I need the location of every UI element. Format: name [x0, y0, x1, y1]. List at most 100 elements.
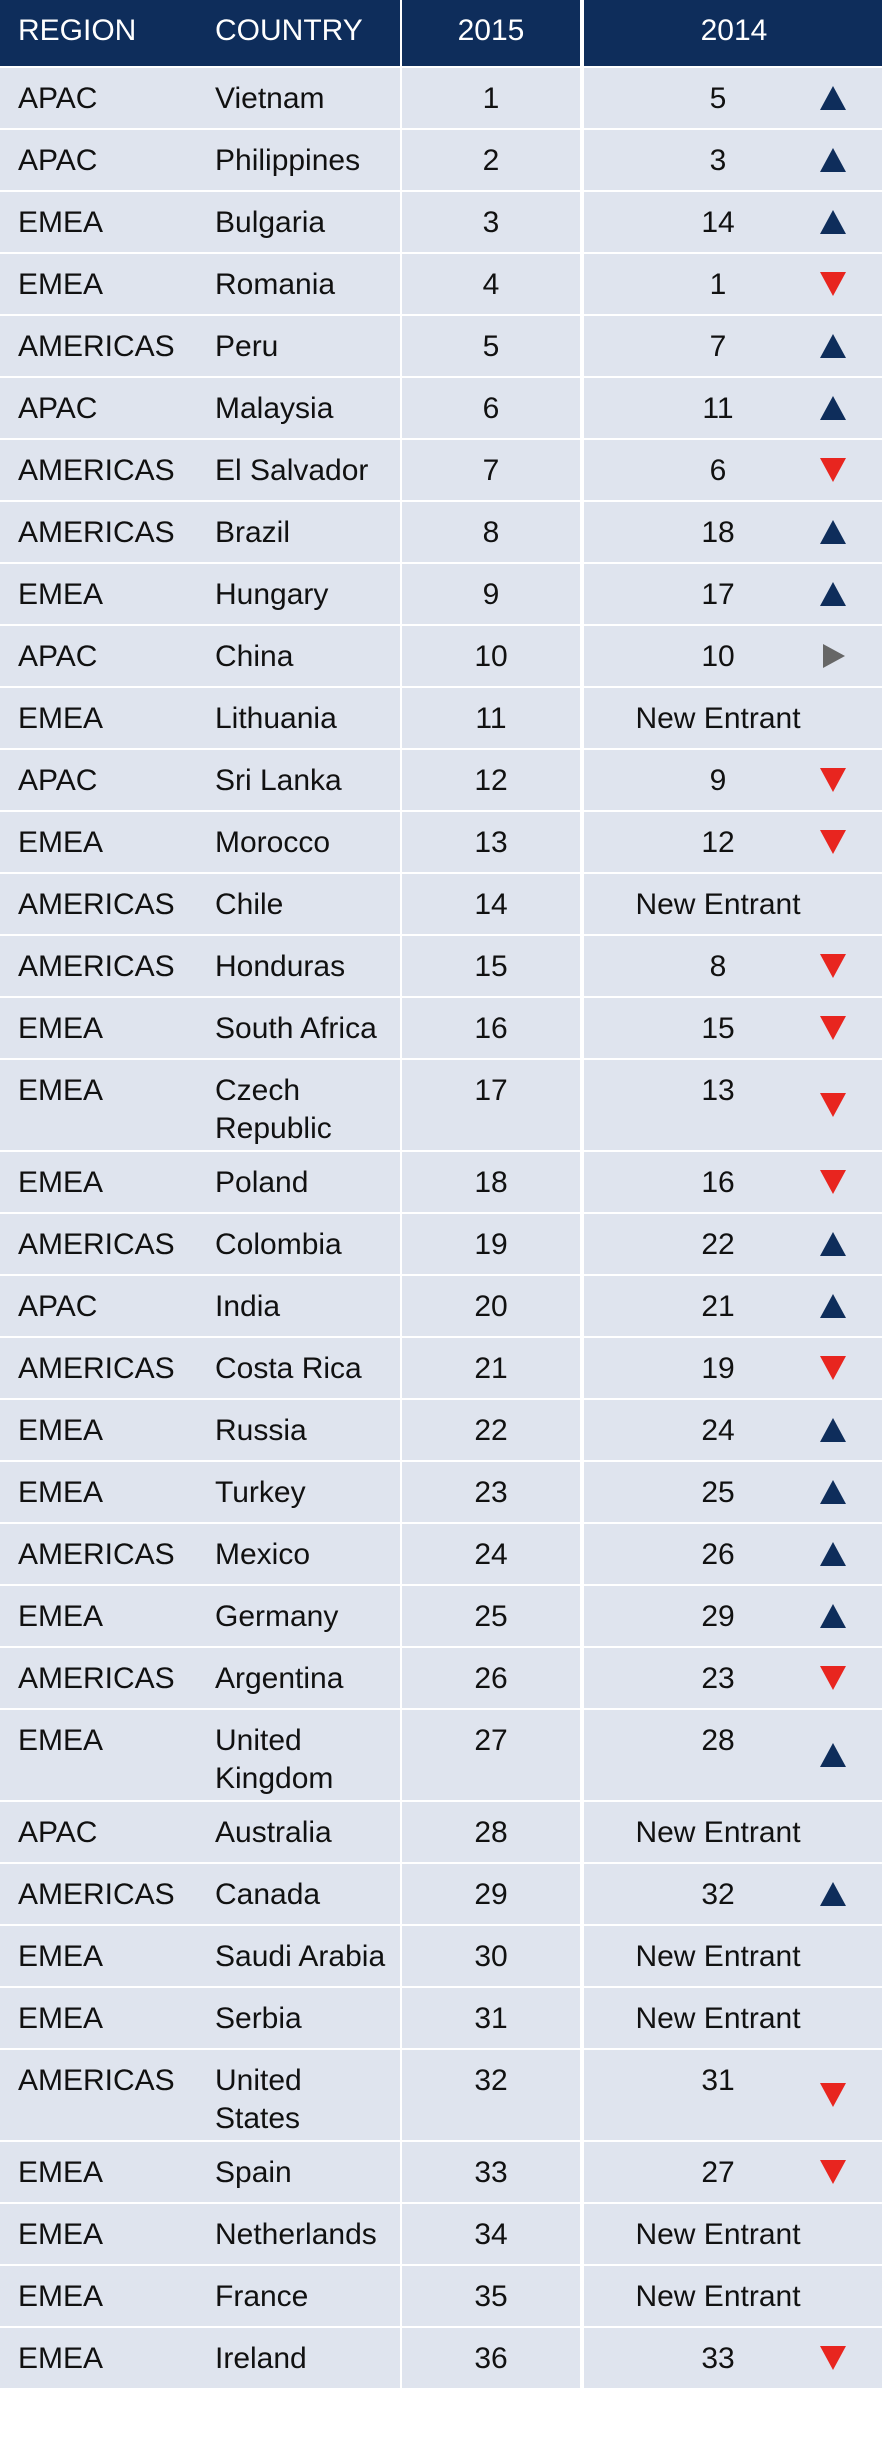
- header-2014: 2014: [700, 14, 768, 47]
- rank-2014-cell: 3: [584, 130, 882, 190]
- country-cell: South Africa: [215, 1012, 377, 1045]
- region-cell: AMERICAS: [18, 950, 175, 983]
- trend-up-icon: [820, 1542, 846, 1566]
- region-country-cell: EMEA France: [0, 2266, 400, 2326]
- region-cell: AMERICAS: [18, 2064, 175, 2097]
- rank-2014-value: 8: [709, 950, 727, 983]
- trend-up-icon: [820, 1604, 846, 1628]
- table-row: APAC Australia 28 New Entrant: [0, 1802, 882, 1862]
- table-row: AMERICAS Peru 5 7: [0, 316, 882, 376]
- country-cell: Philippines: [215, 144, 361, 177]
- region-country-cell: EMEA Bulgaria: [0, 192, 400, 252]
- rank-2015-cell: 20: [402, 1276, 580, 1336]
- rank-2015-cell: 36: [402, 2328, 580, 2388]
- region-country-cell: AMERICAS Colombia: [0, 1214, 400, 1274]
- rank-2015-cell: 9: [402, 564, 580, 624]
- region-country-cell: EMEA South Africa: [0, 998, 400, 1058]
- table-row: AMERICAS Honduras 15 8: [0, 936, 882, 996]
- rank-2014-cell: 9: [584, 750, 882, 810]
- rank-2015-cell: 35: [402, 2266, 580, 2326]
- region-country-cell: EMEA Romania: [0, 254, 400, 314]
- rank-2015-cell: 6: [402, 378, 580, 438]
- region-country-cell: EMEA United Kingdom: [0, 1710, 400, 1800]
- country-cell: Netherlands: [215, 2218, 377, 2251]
- region-country-cell: AMERICAS Chile: [0, 874, 400, 934]
- region-cell: AMERICAS: [18, 1228, 175, 1261]
- rank-2015-cell: 13: [402, 812, 580, 872]
- region-cell: EMEA: [18, 2156, 104, 2189]
- rank-2014-value: 9: [709, 764, 727, 797]
- region-cell: EMEA: [18, 702, 104, 735]
- region-cell: APAC: [18, 1290, 98, 1323]
- trend-up-icon: [820, 582, 846, 606]
- rank-2015-cell: 5: [402, 316, 580, 376]
- trend-up-icon: [820, 396, 846, 420]
- country-cell: Chile: [215, 888, 284, 921]
- region-cell: EMEA: [18, 1012, 104, 1045]
- region-cell: AMERICAS: [18, 330, 175, 363]
- rank-2014-cell: 23: [584, 1648, 882, 1708]
- country-cell: Mexico: [215, 1538, 311, 1571]
- region-country-cell: AMERICAS Brazil: [0, 502, 400, 562]
- region-cell: EMEA: [18, 1724, 104, 1757]
- rank-2014-cell: 11: [584, 378, 882, 438]
- table-row: EMEA United Kingdom 27 28: [0, 1710, 882, 1800]
- table-row: EMEA Romania 4 1: [0, 254, 882, 314]
- rank-2014-value: 11: [702, 392, 734, 425]
- rank-2014-cell: 29: [584, 1586, 882, 1646]
- country-cell: Brazil: [215, 516, 291, 549]
- rank-2014-cell: 27: [584, 2142, 882, 2202]
- rank-2014-value: 33: [701, 2342, 735, 2375]
- rank-2015-cell: 3: [402, 192, 580, 252]
- table-row: EMEA Spain 33 27: [0, 2142, 882, 2202]
- rank-2014-cell: New Entrant: [584, 1802, 882, 1862]
- rank-2015-cell: 11: [402, 688, 580, 748]
- rank-2014-value: 23: [701, 1662, 735, 1695]
- country-cell: Germany: [215, 1600, 339, 1633]
- rank-2014-value: 1: [709, 268, 727, 301]
- table-row: EMEA Lithuania 11 New Entrant: [0, 688, 882, 748]
- rank-2015-cell: 21: [402, 1338, 580, 1398]
- header-country: COUNTRY: [215, 14, 363, 47]
- rank-2015-cell: 34: [402, 2204, 580, 2264]
- trend-up-icon: [820, 148, 846, 172]
- table-header: REGION COUNTRY 2015 2014: [0, 0, 882, 66]
- rank-2015-cell: 28: [402, 1802, 580, 1862]
- table-row: APAC Philippines 2 3: [0, 130, 882, 190]
- region-cell: APAC: [18, 144, 98, 177]
- rank-2014-value: New Entrant: [635, 702, 801, 735]
- trend-down-icon: [820, 458, 846, 482]
- rank-2014-value: 22: [701, 1228, 735, 1261]
- rank-2014-value: 17: [701, 578, 735, 611]
- rank-2014-cell: New Entrant: [584, 1988, 882, 2048]
- trend-up-icon: [820, 1480, 846, 1504]
- trend-up-icon: [820, 210, 846, 234]
- rank-2015-cell: 8: [402, 502, 580, 562]
- table-row: AMERICAS Chile 14 New Entrant: [0, 874, 882, 934]
- country-cell: Ireland: [215, 2342, 307, 2375]
- region-country-cell: APAC Australia: [0, 1802, 400, 1862]
- rank-2014-cell: New Entrant: [584, 874, 882, 934]
- rank-2014-cell: 12: [584, 812, 882, 872]
- rank-2014-value: 25: [701, 1476, 735, 1509]
- rank-2014-cell: 8: [584, 936, 882, 996]
- rank-2015-cell: 7: [402, 440, 580, 500]
- region-cell: APAC: [18, 764, 98, 797]
- trend-up-icon: [820, 1294, 846, 1318]
- trend-down-icon: [820, 830, 846, 854]
- rank-2014-cell: 21: [584, 1276, 882, 1336]
- table-row: AMERICAS Brazil 8 18: [0, 502, 882, 562]
- rank-2015-cell: 27: [402, 1710, 580, 1800]
- country-cell: Czech Republic: [215, 1074, 332, 1145]
- rank-2015-cell: 18: [402, 1152, 580, 1212]
- country-cell: Costa Rica: [215, 1352, 362, 1385]
- region-country-cell: AMERICAS Mexico: [0, 1524, 400, 1584]
- table-row: EMEA Germany 25 29: [0, 1586, 882, 1646]
- table-row: AMERICAS Colombia 19 22: [0, 1214, 882, 1274]
- country-cell: United States: [215, 2064, 302, 2135]
- country-cell: Bulgaria: [215, 206, 326, 239]
- region-country-cell: EMEA Czech Republic: [0, 1060, 400, 1150]
- table-row: EMEA Bulgaria 3 14: [0, 192, 882, 252]
- region-cell: EMEA: [18, 1166, 104, 1199]
- rank-2015-cell: 23: [402, 1462, 580, 1522]
